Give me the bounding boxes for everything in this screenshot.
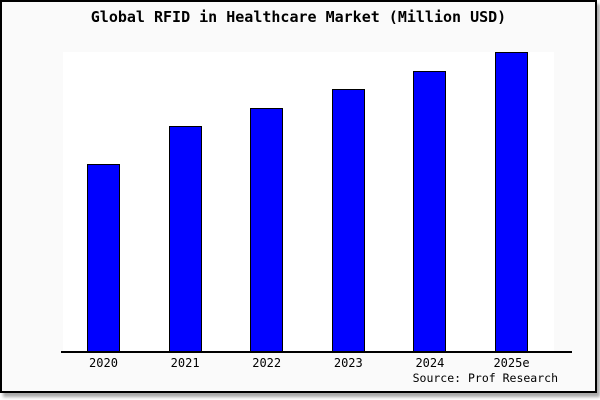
chart-bar-2024 <box>413 71 447 352</box>
chart-bar-2021 <box>168 126 202 352</box>
chart-bar-2025e <box>495 52 528 352</box>
chart-figure: Global RFID in Healthcare Market (Millio… <box>0 0 597 393</box>
x-axis-ticks: 2020 2021 2022 2023 2024 2025e <box>2 356 595 372</box>
x-tick-label-2021: 2021 <box>170 356 200 370</box>
x-tick-label-2024: 2024 <box>415 356 445 370</box>
chart-bar-2023 <box>331 89 365 352</box>
x-tick-label-2020: 2020 <box>89 356 118 370</box>
source-credit: Source: Prof Research <box>412 371 558 385</box>
plot-area <box>63 52 554 352</box>
x-tick-label-2023: 2023 <box>333 356 363 370</box>
chart-bar-2022 <box>250 108 284 352</box>
x-tick-label-2022: 2022 <box>252 356 282 370</box>
chart-bar-2020 <box>87 164 120 352</box>
x-axis-line <box>61 351 572 353</box>
chart-title: Global RFID in Healthcare Market (Millio… <box>90 8 507 26</box>
x-tick-label-2025e: 2025e <box>493 356 530 370</box>
